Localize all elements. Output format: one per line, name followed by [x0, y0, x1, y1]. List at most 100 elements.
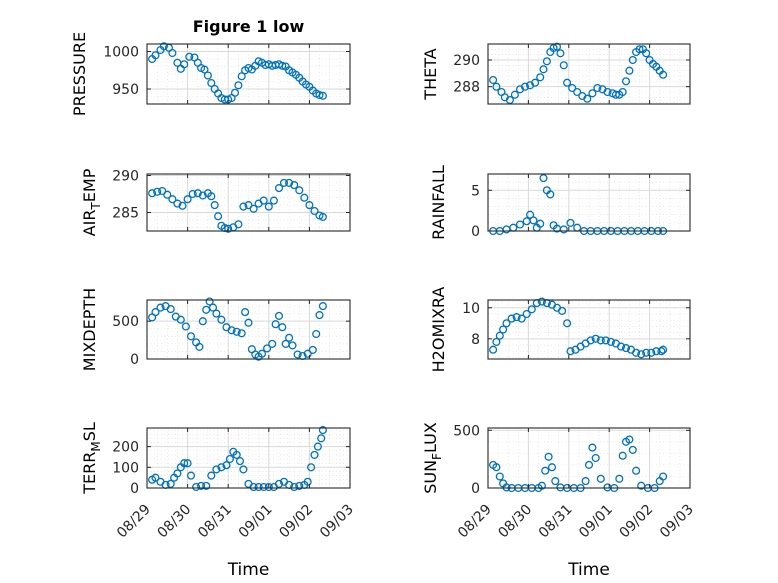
data-point	[591, 453, 600, 463]
data-point	[642, 49, 651, 58]
data-point	[274, 311, 284, 320]
x-tick-label: 09/03	[317, 502, 357, 542]
data-point	[642, 348, 651, 357]
x-tick-label: 08/29	[455, 502, 495, 542]
data-point	[315, 90, 324, 100]
y-tick-label: 290	[453, 53, 480, 69]
axes-box	[487, 173, 691, 232]
tick-marks	[146, 174, 351, 231]
data-point	[285, 333, 294, 342]
data-point	[583, 94, 592, 103]
panel-sun-flux: 0 500 SUNFLUX 08/29 08/30 08/31 09/01 09/02 09/0…	[421, 422, 697, 580]
data-point	[495, 472, 504, 481]
y-tick-label: 10	[462, 301, 480, 317]
x-tick-label: 08/30	[495, 502, 535, 542]
panel-air-temp: 285 290 AIRTEMP	[80, 168, 351, 236]
data-point	[193, 189, 202, 198]
data-point	[259, 196, 268, 205]
data-point	[244, 201, 253, 210]
data-point	[313, 442, 322, 451]
panel-theta: 288 290 THETA	[421, 42, 691, 105]
data-point	[285, 178, 294, 187]
data-point	[303, 477, 312, 486]
data-point	[616, 342, 626, 351]
data-point	[166, 479, 175, 488]
data-point	[274, 184, 284, 193]
series-markers	[148, 297, 327, 361]
y-tick-label: 500	[112, 314, 139, 330]
data-point	[573, 87, 582, 97]
data-point	[628, 445, 637, 454]
data-point	[163, 190, 172, 199]
data-point	[536, 73, 545, 82]
y-tick-label: 0	[471, 481, 480, 497]
data-point	[551, 477, 560, 486]
data-point	[542, 57, 551, 66]
data-point	[263, 344, 272, 353]
data-point	[588, 89, 597, 98]
data-point	[502, 483, 511, 492]
data-point	[531, 78, 540, 87]
y-tick-label: 100	[112, 460, 139, 476]
data-point	[492, 82, 501, 91]
data-point	[197, 481, 206, 490]
data-point	[225, 454, 234, 464]
data-point	[207, 192, 216, 201]
data-point	[300, 193, 309, 202]
x-tick-label: 08/31	[195, 502, 235, 542]
data-point	[611, 90, 620, 99]
data-point	[318, 212, 327, 221]
data-point	[249, 482, 258, 492]
data-point	[212, 465, 221, 474]
tick-marks	[146, 44, 351, 104]
data-point	[183, 195, 192, 204]
data-point	[303, 349, 312, 358]
data-point	[526, 210, 535, 219]
data-point	[151, 473, 160, 482]
data-point	[601, 336, 610, 345]
data-point	[271, 320, 280, 329]
axes-box	[146, 299, 351, 360]
data-point	[522, 309, 531, 319]
data-point	[295, 481, 304, 490]
data-point	[308, 345, 317, 354]
data-point	[278, 61, 287, 70]
data-point	[318, 91, 327, 100]
data-point	[180, 60, 189, 69]
data-point	[317, 434, 326, 443]
series-markers	[148, 178, 327, 233]
x-tick-label: 08/29	[114, 502, 154, 542]
data-point	[552, 42, 562, 51]
tick-marks	[487, 44, 691, 104]
data-point	[586, 336, 595, 345]
axes-box	[487, 299, 691, 360]
data-point	[529, 216, 538, 225]
axes-box	[146, 173, 351, 232]
data-point	[202, 481, 211, 490]
data-point	[234, 220, 243, 229]
data-point	[539, 174, 548, 183]
figure-title: Figure 1 low	[193, 17, 305, 36]
data-point	[237, 329, 246, 338]
x-tick-label: 09/02	[617, 502, 657, 542]
data-point	[290, 482, 299, 492]
data-point	[312, 329, 321, 339]
data-point	[227, 326, 236, 335]
data-point	[259, 482, 268, 492]
y-tick-label: 200	[112, 440, 139, 456]
y-tick-label: 285	[112, 205, 139, 221]
y-tick-label: 1000	[103, 45, 139, 61]
data-point	[224, 224, 233, 233]
data-point	[195, 342, 204, 351]
data-point	[264, 482, 273, 492]
data-point	[537, 481, 546, 490]
y-axis-label: H2OMIXRA	[429, 287, 448, 373]
y-tick-label: 8	[471, 332, 480, 348]
data-point	[239, 465, 248, 474]
data-point	[234, 81, 243, 90]
data-point	[492, 337, 501, 346]
data-point	[558, 306, 567, 315]
data-point	[520, 82, 530, 91]
y-axis-label: RAINFALL	[429, 165, 448, 240]
data-point	[495, 331, 504, 340]
